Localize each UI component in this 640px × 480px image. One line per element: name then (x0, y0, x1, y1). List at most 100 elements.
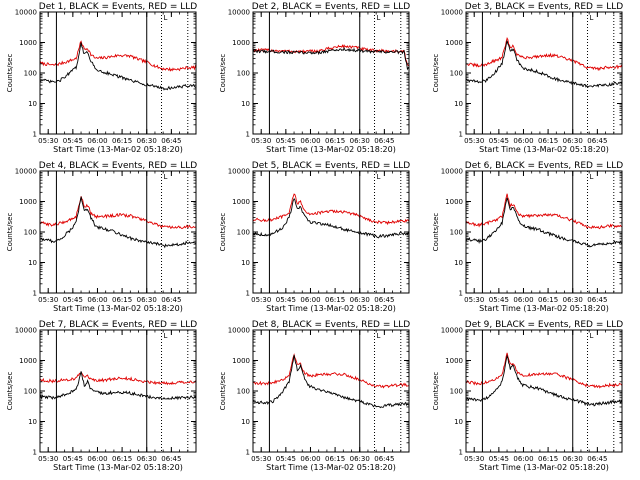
y-tick-label: 100 (237, 388, 250, 396)
y-tick-label: 10 (454, 259, 463, 267)
y-tick-label: 10 (241, 418, 250, 426)
y-tick-label: 1 (246, 290, 250, 298)
y-tick-label: 10000 (15, 168, 37, 176)
y-tick-label: 10000 (15, 327, 37, 335)
panel-title: Det 9, BLACK = Events, RED = LLD (465, 320, 624, 330)
y-tick-label: 1 (459, 131, 463, 139)
y-tick-label: 1000 (445, 198, 463, 206)
x-tick-label: 05:30 (251, 296, 271, 304)
y-axis-label: Counts/sec (6, 372, 14, 411)
x-tick-label: 05:45 (276, 137, 296, 145)
y-tick-label: 10 (28, 418, 37, 426)
x-axis-label: Start Time (13-Mar-02 05:18:20) (53, 304, 183, 313)
series-line-events (252, 354, 410, 409)
x-tick-label: 05:45 (276, 296, 296, 304)
x-tick-label: 05:30 (251, 137, 271, 145)
y-tick-label: 1000 (232, 39, 250, 47)
marker-flag-label: L (590, 173, 594, 181)
x-tick-label: 05:30 (464, 137, 484, 145)
x-axis-label: Start Time (13-Mar-02 05:18:20) (479, 304, 609, 313)
y-tick-label: 100 (24, 70, 37, 78)
series-line-events (465, 40, 623, 88)
x-tick-label: 06:00 (513, 455, 533, 463)
x-tick-label: 06:15 (112, 455, 132, 463)
panel-title: Det 6, BLACK = Events, RED = LLD (465, 161, 624, 171)
y-axis-label: Counts/sec (432, 372, 440, 411)
x-tick-label: 06:30 (137, 137, 157, 145)
y-axis-label: Counts/sec (219, 372, 227, 411)
x-tick-label: 06:15 (538, 137, 558, 145)
series-line-events (39, 196, 197, 249)
x-tick-label: 06:30 (563, 296, 583, 304)
y-tick-label: 100 (237, 229, 250, 237)
y-tick-label: 10 (28, 259, 37, 267)
series-line-lld (252, 44, 410, 67)
panel-title: Det 8, BLACK = Events, RED = LLD (252, 320, 411, 330)
x-tick-label: 05:30 (38, 455, 58, 463)
y-tick-label: 1000 (19, 357, 37, 365)
x-tick-label: 06:00 (513, 137, 533, 145)
y-tick-label: 10 (28, 100, 37, 108)
x-tick-label: 06:45 (161, 296, 181, 304)
x-tick-label: 05:30 (464, 296, 484, 304)
y-tick-label: 1000 (232, 198, 250, 206)
series-line-lld (252, 353, 410, 389)
x-tick-label: 06:30 (563, 137, 583, 145)
y-tick-label: 100 (450, 70, 463, 78)
marker-flag-label: L (590, 14, 594, 22)
x-tick-label: 06:45 (161, 455, 181, 463)
y-tick-label: 1000 (19, 39, 37, 47)
x-tick-label: 05:45 (276, 455, 296, 463)
y-tick-label: 10 (241, 259, 250, 267)
y-tick-label: 10 (454, 100, 463, 108)
y-tick-label: 10000 (441, 168, 463, 176)
y-tick-label: 10000 (441, 9, 463, 17)
x-tick-label: 05:45 (489, 137, 509, 145)
marker-flag-label: L (377, 332, 381, 340)
panel-det-4: Det 4, BLACK = Events, RED = LLD L 1 10 100 1… (6, 161, 197, 313)
y-tick-label: 1 (33, 131, 37, 139)
series-line-lld (39, 371, 197, 386)
series-line-lld (39, 196, 197, 230)
y-tick-label: 1000 (445, 39, 463, 47)
x-tick-label: 06:00 (87, 296, 107, 304)
series-line-events (465, 197, 623, 248)
x-tick-label: 06:30 (350, 296, 370, 304)
x-tick-label: 06:00 (300, 455, 320, 463)
series-line-lld (39, 40, 197, 72)
y-axis-label: Counts/sec (6, 213, 14, 252)
y-tick-label: 1000 (232, 357, 250, 365)
y-tick-label: 10 (241, 100, 250, 108)
y-tick-label: 1 (246, 449, 250, 457)
panel-det-3: Det 3, BLACK = Events, RED = LLD L 1 10 100 1… (432, 2, 623, 154)
x-axis-label: Start Time (13-Mar-02 05:18:20) (53, 145, 183, 154)
y-axis-label: Counts/sec (219, 54, 227, 93)
y-tick-label: 100 (450, 229, 463, 237)
y-tick-label: 1000 (19, 198, 37, 206)
x-tick-label: 06:45 (374, 296, 394, 304)
series-line-lld (465, 193, 623, 230)
marker-flag-label: L (164, 14, 168, 22)
panel-det-2: Det 2, BLACK = Events, RED = LLD L 1 10 100 1… (219, 2, 410, 154)
x-tick-label: 06:30 (350, 137, 370, 145)
x-tick-label: 06:45 (374, 137, 394, 145)
y-tick-label: 10000 (228, 327, 250, 335)
x-tick-label: 06:00 (300, 137, 320, 145)
series-line-events (465, 354, 623, 407)
x-tick-label: 06:45 (587, 137, 607, 145)
x-axis-label: Start Time (13-Mar-02 05:18:20) (266, 463, 396, 472)
x-tick-label: 06:30 (137, 296, 157, 304)
x-tick-label: 05:45 (489, 296, 509, 304)
x-tick-label: 05:30 (38, 137, 58, 145)
x-tick-label: 06:15 (325, 455, 345, 463)
series-line-lld (465, 352, 623, 389)
marker-flag-label: L (590, 332, 594, 340)
x-tick-label: 06:15 (538, 296, 558, 304)
y-axis-label: Counts/sec (6, 54, 14, 93)
x-axis-label: Start Time (13-Mar-02 05:18:20) (266, 304, 396, 313)
marker-flag-label: L (164, 173, 168, 181)
panel-title: Det 5, BLACK = Events, RED = LLD (252, 161, 411, 171)
y-axis-label: Counts/sec (219, 213, 227, 252)
panel-det-6: Det 6, BLACK = Events, RED = LLD L 1 10 100 1… (432, 161, 623, 313)
